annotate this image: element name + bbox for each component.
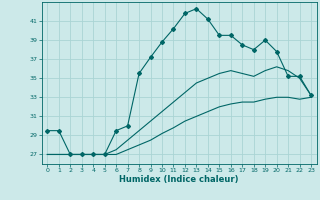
X-axis label: Humidex (Indice chaleur): Humidex (Indice chaleur) (119, 175, 239, 184)
